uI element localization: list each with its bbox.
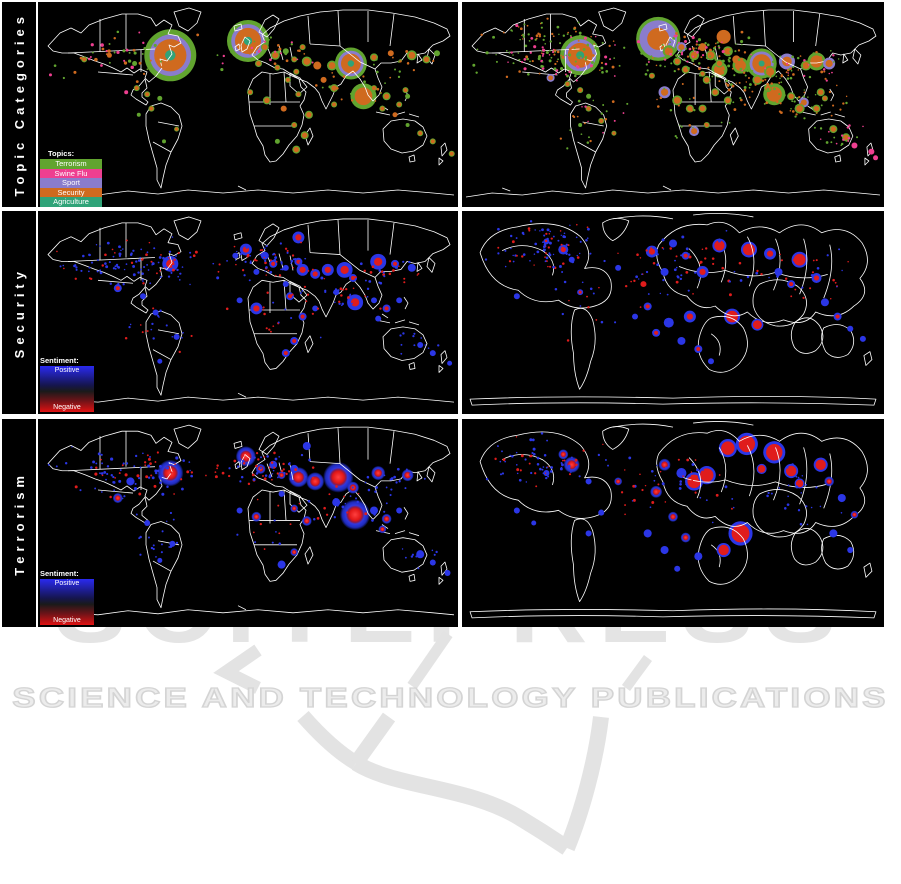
sentiment-positive-label: Positive — [54, 367, 80, 374]
figure-row-security: Security Sentiment: Positive Negative — [2, 211, 884, 414]
topics-legend-item-sport: Sport — [40, 178, 102, 188]
map-topic-categories-world-dense — [462, 2, 884, 207]
sentiment-legend: Sentiment: Positive Negative — [40, 569, 94, 625]
logo-slash-fragment — [621, 655, 653, 691]
world-map-svg — [41, 216, 455, 405]
big-bubbles-layer — [162, 253, 387, 311]
logo-swoosh — [349, 712, 396, 768]
big-bubbles-layer — [157, 446, 371, 530]
small-bubbles-layer — [546, 29, 879, 161]
row-label-text: Terrorism — [11, 470, 27, 576]
sentiment-gradient-bar: Positive Negative — [40, 579, 94, 625]
row-label-text: Security — [11, 266, 27, 359]
speckle-layer — [472, 17, 864, 150]
sentiment-negative-label: Negative — [53, 617, 81, 624]
row-label-terrorism: Terrorism — [2, 419, 36, 627]
logo-swoosh — [297, 711, 360, 770]
sentiment-legend: Sentiment: Positive Negative — [40, 356, 94, 412]
row-label-security: Security — [2, 211, 36, 414]
logo-slash-fragment — [407, 630, 453, 690]
topics-legend-title: Topics: — [48, 149, 75, 159]
small-bubbles-layer — [513, 449, 859, 572]
scitepress-logo-shape — [213, 630, 653, 855]
speckle-layer — [48, 30, 435, 102]
map-terrorism-world: Sentiment: Positive Negative — [38, 419, 458, 627]
figure-row-terrorism: Terrorism Sentiment: Positive Negative — [2, 419, 884, 627]
sentiment-negative-label: Negative — [53, 404, 81, 411]
logo-swoosh — [559, 716, 609, 852]
big-bubbles-layer — [563, 432, 786, 546]
sentiment-gradient-bar: Positive Negative — [40, 366, 94, 412]
topics-legend-item-agriculture: Agriculture — [40, 197, 102, 207]
small-bubbles-layer — [81, 43, 455, 157]
small-bubbles-layer — [112, 441, 451, 576]
sentiment-legend-title: Sentiment: — [40, 569, 79, 578]
topics-legend-item-swine-flu: Swine Flu — [40, 168, 102, 179]
sentiment-legend-title: Sentiment: — [40, 356, 79, 365]
cartogram-map-svg — [469, 421, 877, 619]
topics-legend-item-security: Security — [40, 187, 102, 198]
scitepress-tagline-watermark: SCIENCE AND TECHNOLOGY PUBLICATIONS — [11, 681, 889, 714]
speckle-layer — [484, 220, 849, 342]
map-terrorism-cartogram — [462, 419, 884, 627]
topics-legend: Topics: Terrorism Swine Flu Sport Securi… — [40, 149, 102, 207]
world-map-svg — [465, 7, 881, 198]
sentiment-positive-label: Positive — [54, 580, 80, 587]
map-security-world: Sentiment: Positive Negative — [38, 211, 458, 414]
world-map-svg — [41, 424, 455, 618]
cartogram-map-svg — [469, 212, 877, 406]
country-outlines — [465, 7, 881, 198]
map-security-cartogram — [462, 211, 884, 414]
speckle-layer — [56, 236, 440, 355]
world-map-svg — [41, 7, 455, 198]
row-label-topic-categories: Topic Categories — [2, 2, 36, 207]
topics-legend-item-terrorism: Terrorism — [40, 159, 102, 169]
speckle-layer — [47, 446, 438, 570]
logo-swoosh — [351, 756, 572, 855]
speckle-layer — [485, 432, 843, 526]
row-label-text: Topic Categories — [11, 12, 27, 197]
map-topic-categories-world: Topics: Terrorism Swine Flu Sport Securi… — [38, 2, 458, 207]
figure-row-topic-categories: Topic Categories Topics: Terrorism Swine… — [2, 2, 884, 207]
logo-chevron-fragment — [213, 644, 262, 694]
